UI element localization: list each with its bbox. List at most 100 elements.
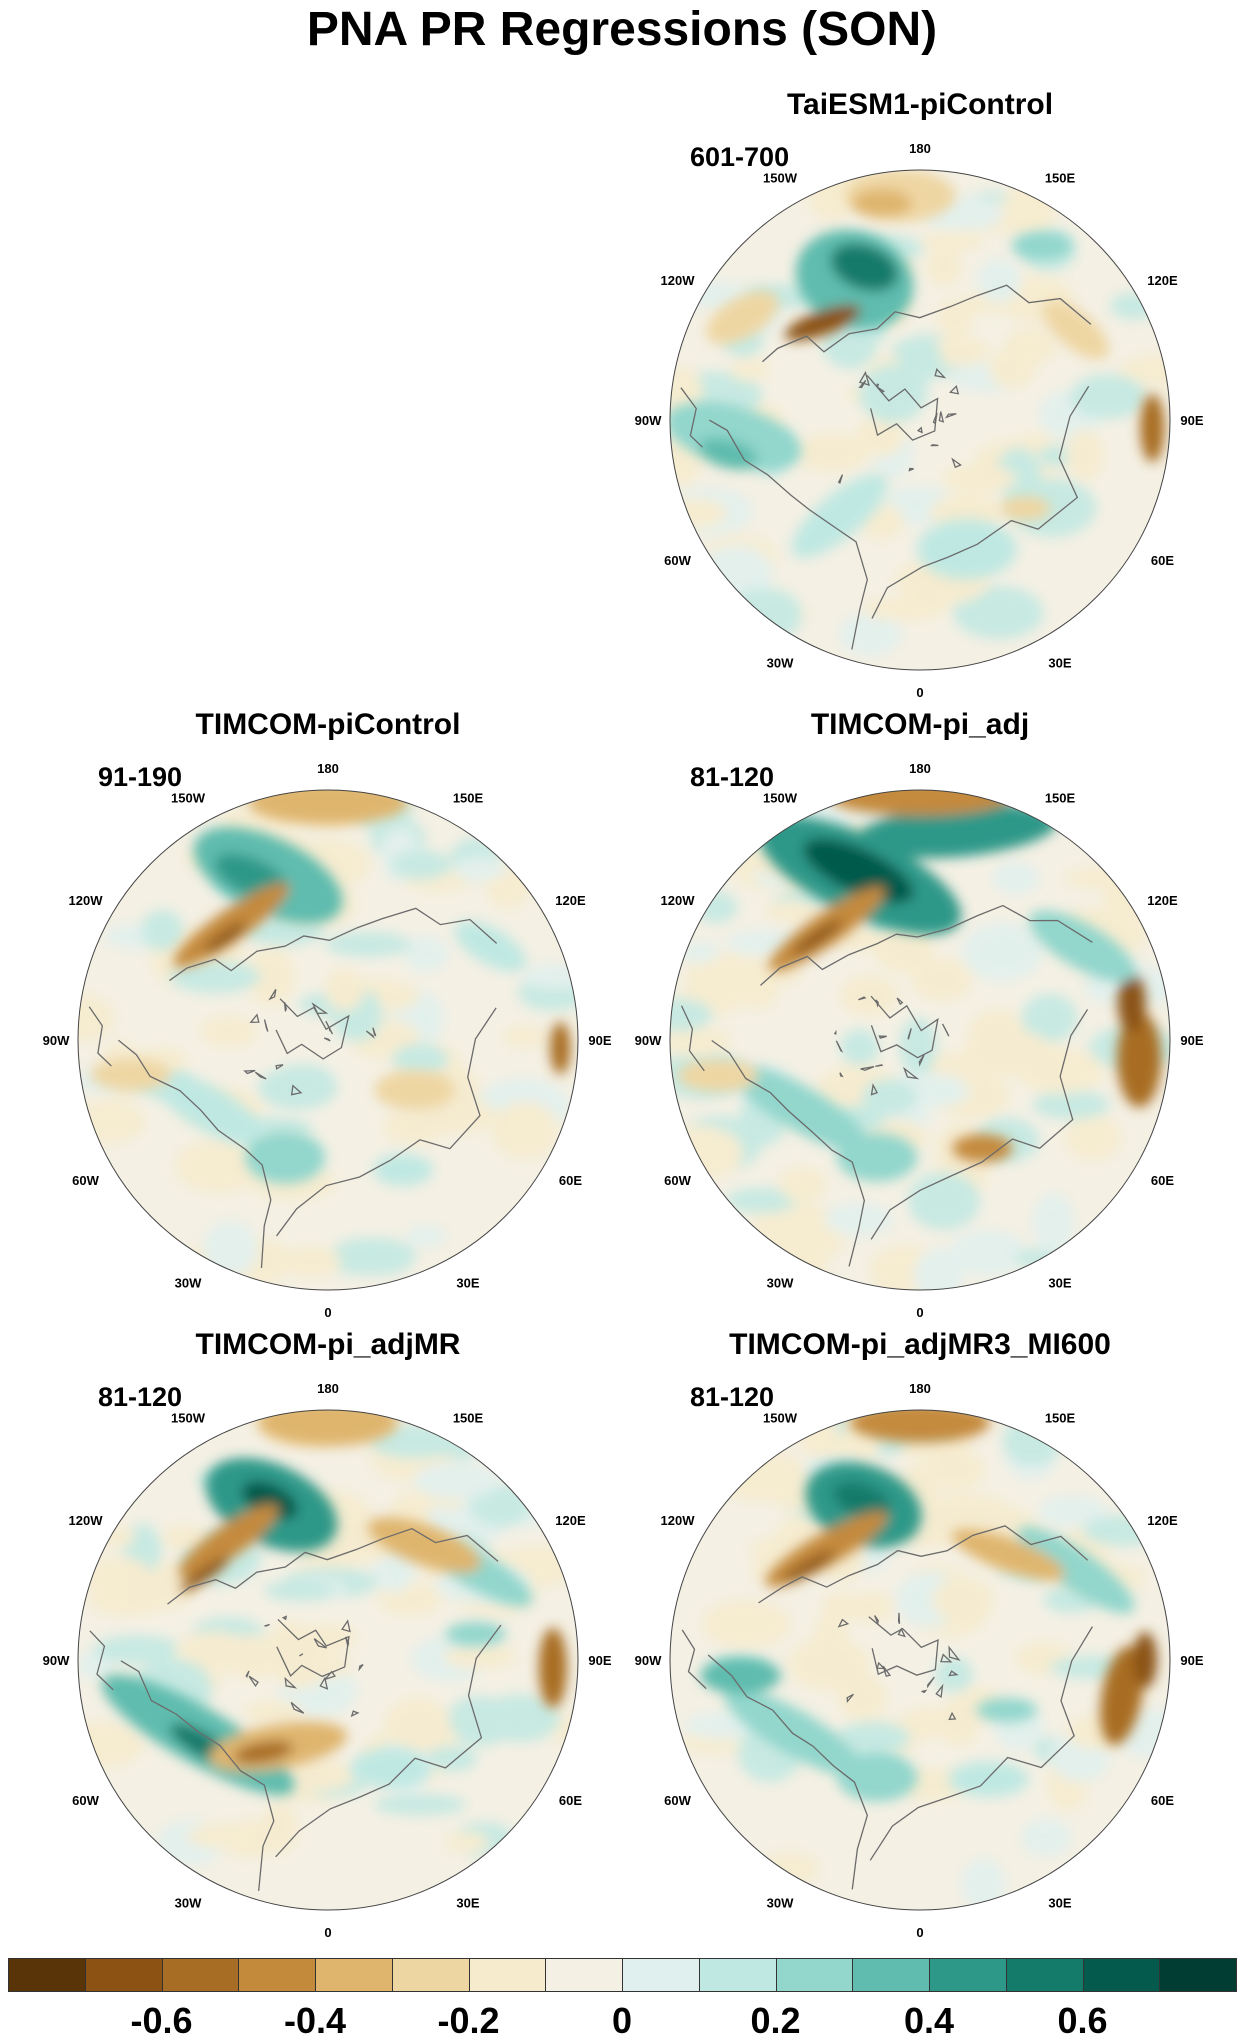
anomaly-region xyxy=(91,1058,172,1091)
field-patch xyxy=(977,259,1021,303)
field-patch xyxy=(1032,1090,1110,1120)
panel-title: TaiESM1-piControl xyxy=(786,88,1054,121)
island-outline xyxy=(897,1612,901,1624)
field-patch xyxy=(914,1249,964,1290)
colorbar-swatch xyxy=(929,1958,1007,1992)
field-patch xyxy=(940,464,1017,493)
field-patch xyxy=(501,1026,549,1048)
field-patch xyxy=(992,861,1039,895)
longitude-label: 30W xyxy=(767,1275,794,1290)
polar-map: 180 150E 120E 90E 60E 30E 0 30W 60W 90W 120W 150W xyxy=(635,1381,1204,1940)
longitude-label: 180 xyxy=(909,1381,931,1396)
island-outline xyxy=(290,1084,303,1096)
panel-title: TIMCOM-pi_adj xyxy=(810,708,1030,741)
field-patch xyxy=(764,900,821,923)
coastline xyxy=(681,1629,707,1690)
colorbar-tick-label: -0.4 xyxy=(283,2000,347,2041)
polar-map: 180 150E 120E 90E 60E 30E 0 30W 60W 90W 120W 150W xyxy=(43,1381,612,1940)
field-patch xyxy=(837,1721,910,1755)
longitude-label: 60E xyxy=(559,1173,582,1188)
field-patch xyxy=(1004,327,1057,366)
panel-timcom-picontrol: TIMCOM-piControl 91-190 180 150E 120E 90E 60… xyxy=(28,708,628,1328)
island-outline xyxy=(275,1064,284,1070)
colorbar-swatch xyxy=(391,1958,470,1992)
island-outline xyxy=(846,1693,854,1704)
panel-title: TIMCOM-pi_adjMR xyxy=(195,1328,461,1361)
coastline xyxy=(711,1039,865,1267)
island-outline xyxy=(935,1683,944,1699)
anomaly-region xyxy=(730,1064,872,1154)
field-patch xyxy=(1064,866,1154,891)
anomaly-region xyxy=(857,803,1057,859)
anomaly-region xyxy=(245,1131,326,1184)
anomaly-region xyxy=(173,882,290,968)
longitude-label: 120E xyxy=(1147,273,1178,288)
island-outline xyxy=(907,1028,912,1040)
coastline xyxy=(680,387,703,448)
panel-years: 91-190 xyxy=(98,762,183,792)
field-patch xyxy=(199,1015,259,1048)
island-outline xyxy=(263,1019,269,1032)
island-outline xyxy=(918,1054,925,1067)
longitude-label: 90E xyxy=(1180,1653,1203,1668)
field-patch xyxy=(257,1067,338,1110)
island-outline xyxy=(311,1002,329,1015)
anomaly-region xyxy=(951,1529,1066,1581)
colorbar-tick-label: 0 xyxy=(611,2000,633,2041)
field-patch xyxy=(161,1524,208,1551)
longitude-label: 150E xyxy=(453,791,484,806)
field-patch xyxy=(384,1697,451,1754)
island-outline xyxy=(870,1083,879,1096)
coastline xyxy=(120,1660,275,1891)
anomaly-region xyxy=(833,1482,891,1519)
map-boundary xyxy=(669,169,1171,671)
island-outline xyxy=(249,1013,260,1024)
anomaly-region xyxy=(948,1761,1029,1798)
field-patch xyxy=(839,612,902,656)
longitude-label: 60W xyxy=(664,553,691,568)
anomaly-region xyxy=(178,1504,279,1579)
island-outline xyxy=(944,413,957,419)
field-patch xyxy=(453,856,508,880)
anomaly-region xyxy=(1140,394,1165,463)
anomaly-region xyxy=(792,919,843,956)
island-outline xyxy=(951,457,962,469)
island-outline xyxy=(860,1065,875,1071)
island-outline xyxy=(941,1023,950,1037)
island-outline xyxy=(284,1676,298,1689)
panel-title: TIMCOM-pi_adjMR3_MI600 xyxy=(729,1328,1111,1361)
field-patch xyxy=(92,1635,183,1665)
panel-timcom-pi-adjmr: TIMCOM-pi_adjMR 81-120 180 150E 120E 90E 60E… xyxy=(28,1328,628,1948)
colorbar-swatch xyxy=(1005,1958,1084,1992)
anomaly-region xyxy=(830,243,899,292)
island-outline xyxy=(837,1618,850,1628)
island-outline xyxy=(248,1675,259,1688)
longitude-label: 30W xyxy=(767,655,794,670)
field-patch xyxy=(443,1643,518,1670)
island-outline xyxy=(313,1638,327,1649)
island-outline xyxy=(243,1069,256,1075)
field-patch xyxy=(203,1221,258,1277)
coastline xyxy=(169,907,498,982)
anomaly-region xyxy=(1100,1646,1144,1745)
colorbar-swatch xyxy=(238,1958,316,1992)
field-patch xyxy=(925,248,963,287)
island-outline xyxy=(897,1627,906,1638)
figure-title: PNA PR Regressions (SON) xyxy=(306,3,938,56)
field-patch xyxy=(961,1029,1053,1077)
field-patch xyxy=(840,1029,880,1066)
longitude-label: 120E xyxy=(1147,1513,1178,1528)
field-patch xyxy=(670,1026,732,1058)
anomaly-region xyxy=(952,1134,1013,1163)
anomaly-region xyxy=(233,1741,294,1764)
island-outline xyxy=(345,1636,350,1649)
colorbar-swatch xyxy=(8,1958,86,1992)
anomaly-region xyxy=(670,402,802,471)
anomaly-region xyxy=(248,790,408,825)
panel-years: 81-120 xyxy=(690,762,775,792)
field-patch xyxy=(729,358,771,382)
longitude-label: 180 xyxy=(909,141,931,156)
longitude-label: 180 xyxy=(317,761,339,776)
island-outline xyxy=(940,1653,953,1663)
anomaly-region xyxy=(180,1556,230,1592)
